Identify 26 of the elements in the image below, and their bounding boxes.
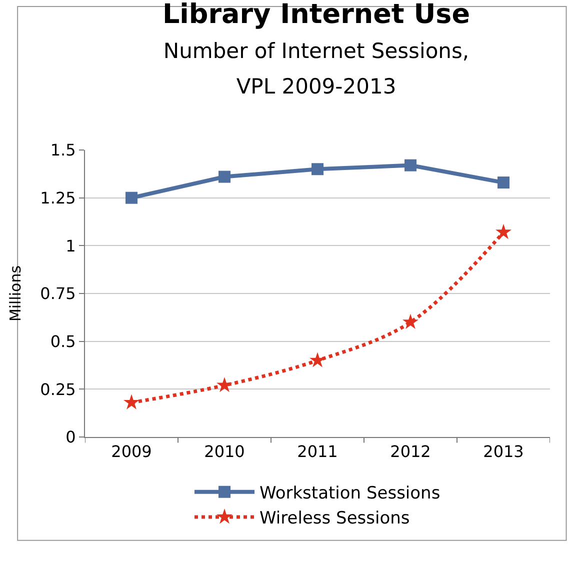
x-tick-label: 2013 [483, 442, 524, 462]
chart-title: Library Internet Use [162, 0, 470, 30]
point [498, 176, 510, 189]
point [404, 159, 416, 172]
point [126, 192, 138, 204]
y-tick-label: 1 [66, 236, 76, 256]
y-tick-label: 0.75 [40, 284, 76, 304]
point [496, 224, 512, 240]
x-tick-label: 2012 [390, 442, 431, 462]
y-tick-label: 0 [66, 428, 76, 447]
point [218, 170, 230, 183]
y-tick-label: 0.5 [50, 332, 76, 351]
y-tick-label: 1.25 [40, 188, 76, 208]
chart-subtitle: Number of Internet Sessions, VPL 2009-2013 [163, 39, 470, 98]
legend-label: Workstation Sessions [260, 483, 440, 504]
y-tick-label: 1.5 [50, 140, 76, 160]
x-tick-label: 2009 [111, 442, 152, 462]
point [402, 314, 418, 329]
point [216, 376, 232, 392]
point [124, 394, 140, 410]
point [312, 163, 324, 176]
y-tick-label: 0.25 [40, 380, 76, 399]
x-tick-label: 2010 [204, 442, 245, 462]
y-axis-title: Millions [6, 265, 24, 322]
x-tick-label: 2011 [297, 442, 338, 462]
legend-label: Wireless Sessions [260, 508, 410, 529]
